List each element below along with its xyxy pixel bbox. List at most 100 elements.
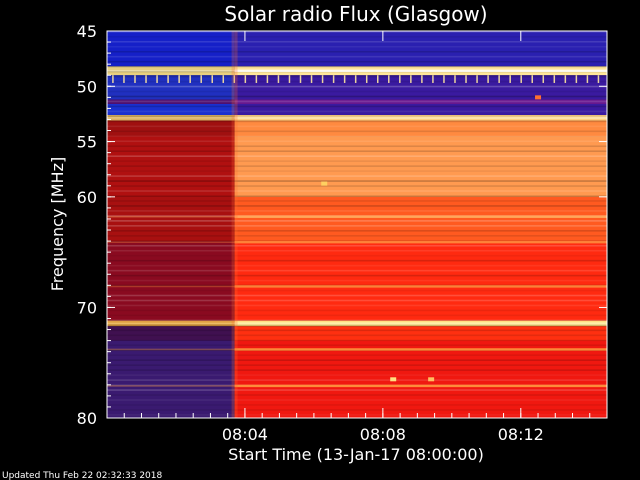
interference-tick [498, 75, 500, 83]
texture-row [107, 379, 607, 381]
interference-tick [244, 75, 247, 83]
texture-row [107, 95, 607, 98]
texture-row [107, 90, 607, 93]
band-after-6 [234, 120, 607, 137]
texture-row [107, 120, 607, 123]
texture-row [107, 389, 607, 391]
y-tick-label-60: 60 [77, 188, 97, 207]
texture-row [107, 35, 607, 38]
interference-tick [123, 75, 125, 83]
interference-tick [288, 75, 291, 83]
texture-row [107, 249, 607, 252]
interference-tick [509, 75, 511, 83]
emission-stripe-before-4 [107, 285, 235, 288]
texture-row [107, 339, 607, 342]
x-axis-label: Start Time (13-Jan-17 08:00:00) [228, 445, 484, 464]
emission-stripe-before-3 [107, 241, 235, 243]
texture-row [107, 85, 607, 88]
emission-stripe-before-2 [107, 215, 235, 218]
emission-stripe-6 [234, 348, 607, 351]
x-axis: 08:04 08:08 08:12 [123, 31, 591, 444]
interference-tick [542, 75, 545, 83]
emission-stripe-before-5 [107, 322, 235, 325]
burst-spot-3 [535, 95, 542, 100]
band-before-10 [107, 320, 235, 327]
texture-row [107, 230, 607, 232]
texture-row [107, 200, 607, 202]
interference-tick [145, 75, 147, 83]
interference-tick [200, 75, 202, 83]
texture-row [107, 264, 607, 267]
interference-tick [211, 75, 213, 83]
texture-row [107, 40, 607, 43]
band-before-3 [107, 99, 235, 104]
emission-stripe-before-0 [107, 70, 235, 72]
band-after-12 [234, 340, 607, 418]
x-tick-label-0804: 08:04 [222, 425, 268, 444]
interference-tick [233, 75, 236, 83]
interference-tick [586, 75, 589, 83]
transition-edge [231, 31, 238, 418]
y-tick-label-70: 70 [77, 298, 97, 317]
y-tick-label-45: 45 [77, 22, 97, 41]
y-tick-label-55: 55 [77, 133, 97, 152]
texture-row [107, 259, 607, 262]
interference-tick [255, 75, 258, 83]
texture-row [107, 100, 607, 103]
texture-row [107, 180, 607, 182]
band-before-12 [107, 340, 235, 418]
texture-row [107, 105, 607, 108]
texture-row [107, 294, 607, 297]
band-before-1 [107, 66, 235, 76]
interference-tick [432, 75, 434, 83]
band-before-7 [107, 136, 235, 197]
texture-row [107, 31, 607, 33]
texture-row [107, 334, 607, 337]
texture-row [107, 359, 607, 361]
texture-row [107, 314, 607, 317]
band-before-6 [107, 120, 235, 137]
interference-tick [377, 75, 379, 83]
interference-tick [454, 75, 456, 83]
interference-tick [410, 75, 412, 83]
interference-tick [520, 75, 522, 83]
burst-spot-2 [428, 377, 435, 382]
x-tick-label-0812: 08:12 [498, 425, 544, 444]
texture-row [107, 65, 607, 68]
texture-row [107, 220, 607, 222]
interference-tick [597, 75, 600, 83]
interference-tick [321, 75, 324, 83]
texture-row [107, 279, 607, 282]
texture-row [107, 60, 607, 63]
texture-row [107, 309, 607, 312]
interference-tick [343, 75, 346, 83]
texture-row [107, 289, 607, 292]
texture-row [107, 155, 607, 157]
burst-spot-1 [390, 377, 397, 382]
band-after-7 [234, 136, 607, 197]
texture-row [107, 394, 607, 396]
interference-tick [189, 75, 191, 83]
y-axis-label: Frequency [MHz] [48, 157, 67, 291]
interference-tick [354, 75, 357, 83]
texture-row [107, 190, 607, 192]
y-tick-label-50: 50 [77, 77, 97, 96]
band-before-4 [107, 103, 235, 116]
interference-tick [421, 75, 423, 83]
interference-tick [476, 75, 478, 83]
emission-stripe-1 [234, 116, 607, 119]
interference-tick [365, 75, 368, 83]
texture-row [107, 145, 607, 148]
emission-stripe-3 [234, 240, 607, 244]
band-after-3 [234, 99, 607, 104]
emission-stripe-before-6 [107, 348, 235, 351]
y-tick-label-80: 80 [77, 409, 97, 428]
band-before-8 [107, 196, 235, 242]
interference-tick [156, 75, 158, 83]
chart-title: Solar radio Flux (Glasgow) [224, 2, 487, 26]
texture-row [107, 80, 607, 83]
texture-row [107, 235, 607, 237]
interference-tick [178, 75, 180, 83]
spectrogram-cells [107, 31, 607, 418]
band-after-2 [234, 75, 607, 100]
